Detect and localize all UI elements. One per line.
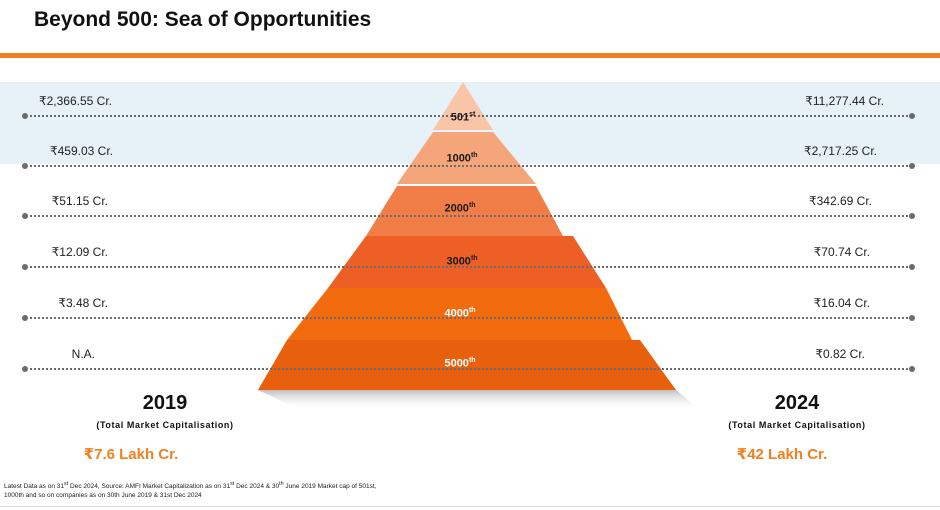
- left-value-2019: ₹12.09 Cr.: [51, 245, 108, 259]
- row-endpoint-dot: [909, 213, 915, 219]
- tier-rank-suffix: st: [469, 111, 476, 118]
- tier-rank: 4000: [444, 307, 469, 320]
- tier-rank: 3000: [446, 255, 471, 268]
- left-value-2019: ₹2,366.55 Cr.: [38, 94, 112, 108]
- left-value-2019: N.A.: [71, 347, 95, 361]
- row-endpoint-dot: [909, 366, 915, 372]
- pyramid-tier-501: [433, 82, 493, 130]
- tier-row-line: [22, 163, 915, 169]
- right-value-2024: ₹0.82 Cr.: [815, 347, 865, 361]
- pyramid-tier-5000: [258, 340, 676, 390]
- tier-label: 2000th: [444, 202, 475, 215]
- tier-rank: 1000: [446, 152, 471, 165]
- tier-rank-suffix: th: [470, 255, 478, 262]
- row-endpoint-dot: [909, 113, 915, 119]
- row-endpoint-dot: [909, 315, 915, 321]
- pyramid-tier-1000: [397, 132, 536, 184]
- row-endpoint-dot: [909, 163, 915, 169]
- row-endpoint-dot: [22, 366, 28, 372]
- right-caption: (Total Market Capitalisation): [728, 420, 866, 430]
- right-value-2024: ₹70.74 Cr.: [813, 245, 870, 259]
- title-divider: [0, 53, 940, 58]
- row-endpoint-dot: [22, 315, 28, 321]
- left-value-2019: ₹3.48 Cr.: [58, 296, 108, 310]
- tier-row-line: [22, 264, 915, 270]
- tier-rank-suffix: th: [470, 152, 478, 159]
- pyramid-tier-2000: [366, 186, 563, 236]
- pyramid-tier-3000: [328, 236, 606, 288]
- tier-label: 3000th: [446, 255, 477, 268]
- row-endpoint-dot: [22, 113, 28, 119]
- row-endpoint-dot: [909, 264, 915, 270]
- pyramid-shadow: [258, 390, 700, 410]
- tier-row-line: [22, 113, 915, 119]
- bottom-divider: [0, 506, 940, 507]
- row-endpoint-dot: [22, 264, 28, 270]
- right-value-2024: ₹11,277.44 Cr.: [805, 94, 884, 108]
- tier-rank-suffix: th: [468, 357, 476, 364]
- tier-rank: 2000: [444, 202, 469, 215]
- tier-row-line: [22, 366, 915, 372]
- tier-label: 501st: [451, 111, 476, 124]
- row-endpoint-dot: [22, 163, 28, 169]
- tier-row-line: [22, 315, 915, 321]
- left-value-2019: ₹51.15 Cr.: [51, 194, 108, 208]
- left-caption: (Total Market Capitalisation): [96, 420, 234, 430]
- tier-rank: 5000: [444, 357, 469, 370]
- tier-label: 1000th: [446, 152, 477, 165]
- right-total: ₹42 Lakh Cr.: [736, 446, 828, 463]
- footnote: Latest Data as on 31st Dec 2024, Source:…: [4, 481, 377, 500]
- left-year: 2019: [142, 392, 188, 414]
- right-year: 2024: [774, 392, 820, 414]
- tier-label: 5000th: [444, 357, 475, 370]
- right-value-2024: ₹16.04 Cr.: [813, 296, 870, 310]
- tier-rank-suffix: th: [468, 307, 476, 314]
- left-total: ₹7.6 Lakh Cr.: [83, 446, 179, 463]
- tier-rank: 501: [450, 111, 470, 124]
- tier-row-line: [22, 213, 915, 219]
- row-endpoint-dot: [22, 213, 28, 219]
- right-value-2024: ₹2,717.25 Cr.: [803, 144, 877, 158]
- tier-label: 4000th: [444, 307, 475, 320]
- tier-rank-suffix: th: [468, 202, 476, 209]
- right-value-2024: ₹342.69 Cr.: [808, 194, 872, 208]
- page-title: Beyond 500: Sea of Opportunities: [34, 8, 372, 31]
- left-value-2019: ₹459.03 Cr.: [49, 144, 113, 158]
- pyramid-tier-4000: [287, 288, 632, 340]
